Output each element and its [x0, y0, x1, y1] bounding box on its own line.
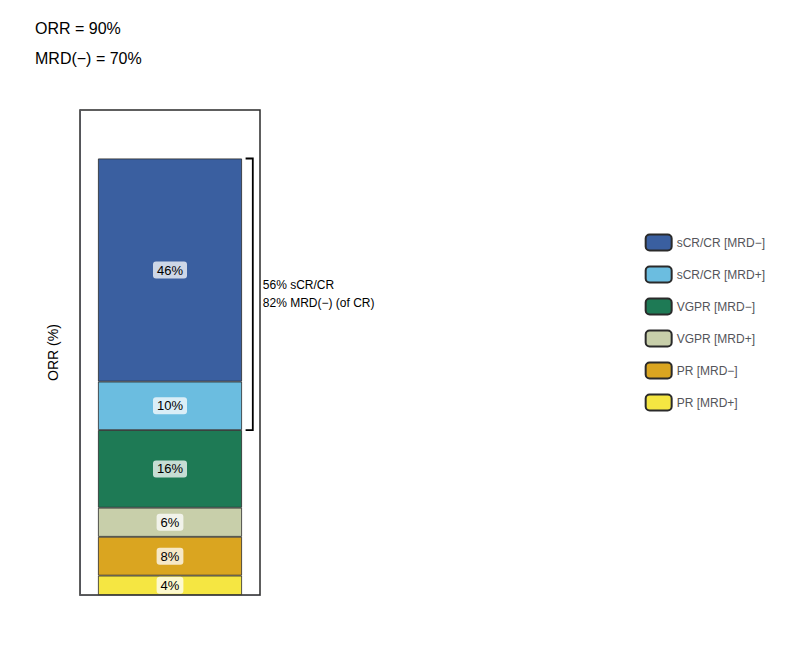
svg-text:PR [MRD+]: PR [MRD+] — [677, 396, 738, 410]
svg-text:46%: 46% — [157, 263, 183, 278]
svg-text:PR [MRD−]: PR [MRD−] — [677, 364, 738, 378]
svg-text:VGPR [MRD+]: VGPR [MRD+] — [677, 332, 755, 346]
svg-text:10%: 10% — [157, 398, 183, 413]
svg-text:6%: 6% — [161, 515, 180, 530]
svg-text:8%: 8% — [161, 549, 180, 564]
svg-text:16%: 16% — [157, 461, 183, 476]
svg-text:sCR/CR [MRD+]: sCR/CR [MRD+] — [677, 268, 765, 282]
svg-text:56% sCR/CR: 56% sCR/CR — [263, 278, 335, 292]
svg-text:4%: 4% — [161, 578, 180, 593]
svg-text:ORR = 90%: ORR = 90% — [35, 20, 121, 37]
svg-text:ORR (%): ORR (%) — [45, 324, 61, 381]
svg-text:MRD(−) = 70%: MRD(−) = 70% — [35, 50, 142, 67]
svg-text:82% MRD(−) (of CR): 82% MRD(−) (of CR) — [263, 296, 375, 310]
svg-text:VGPR [MRD−]: VGPR [MRD−] — [677, 300, 755, 314]
svg-text:sCR/CR [MRD−]: sCR/CR [MRD−] — [677, 236, 765, 250]
